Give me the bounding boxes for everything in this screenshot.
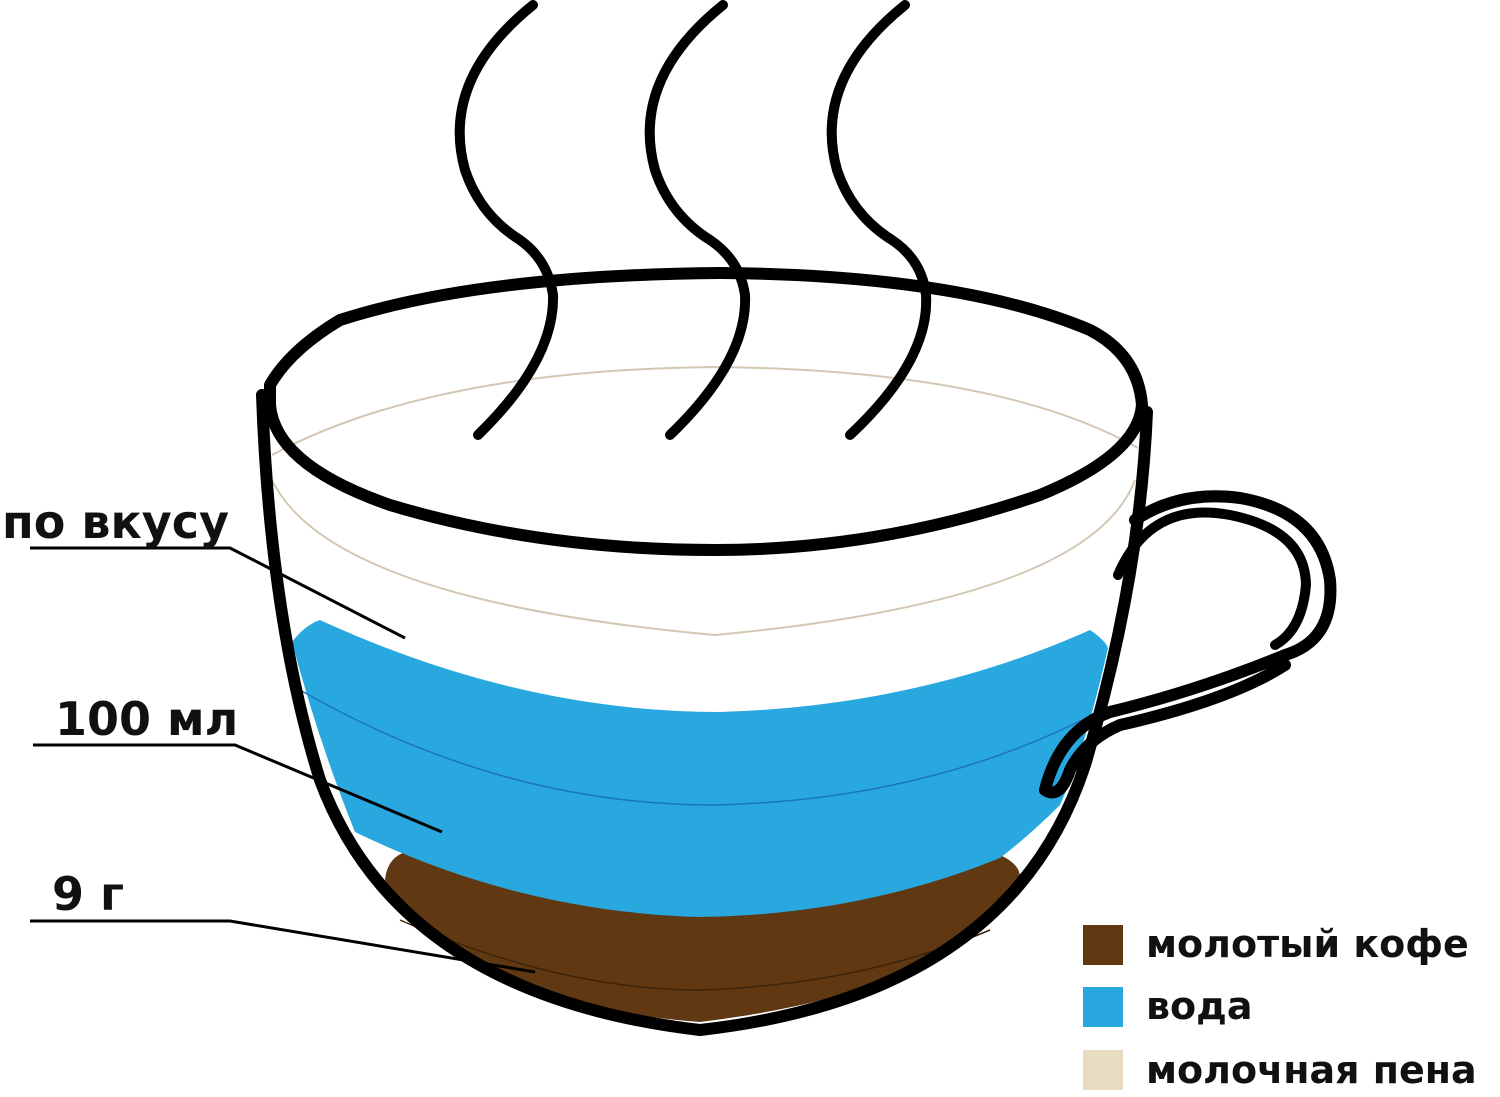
legend-label-foam: молочная пена <box>1146 1048 1477 1092</box>
steam-curl-middle <box>644 0 751 440</box>
water-amount-label: 100 мл <box>55 692 238 746</box>
foam-amount-label: по вкусу <box>2 495 229 549</box>
coffee-amount-label: 9 г <box>52 867 124 921</box>
cup-handle-inner <box>1113 507 1312 650</box>
steam-curl-right <box>826 0 932 440</box>
legend: молотый кофе вода молочная пена <box>1083 922 1477 1092</box>
water-layer <box>292 620 1108 917</box>
legend-label-water: вода <box>1146 984 1253 1028</box>
cup-rim <box>264 267 1148 556</box>
foam-leader-line <box>30 546 406 640</box>
cup-handle <box>1039 490 1337 799</box>
legend-swatch-foam <box>1083 1050 1123 1090</box>
foam-bottom-line <box>271 479 1136 637</box>
foam-top-line <box>271 365 1139 456</box>
legend-label-coffee: молотый кофе <box>1146 922 1469 966</box>
water-leader-line <box>33 743 443 834</box>
coffee-contour-line <box>399 919 991 991</box>
legend-swatch-water <box>1083 987 1123 1027</box>
water-contour-line <box>299 689 1099 806</box>
steam-curl-left <box>454 0 559 440</box>
legend-swatch-coffee <box>1083 925 1123 965</box>
cup-body-outline <box>256 389 1153 1037</box>
coffee-leader-line <box>30 919 536 974</box>
